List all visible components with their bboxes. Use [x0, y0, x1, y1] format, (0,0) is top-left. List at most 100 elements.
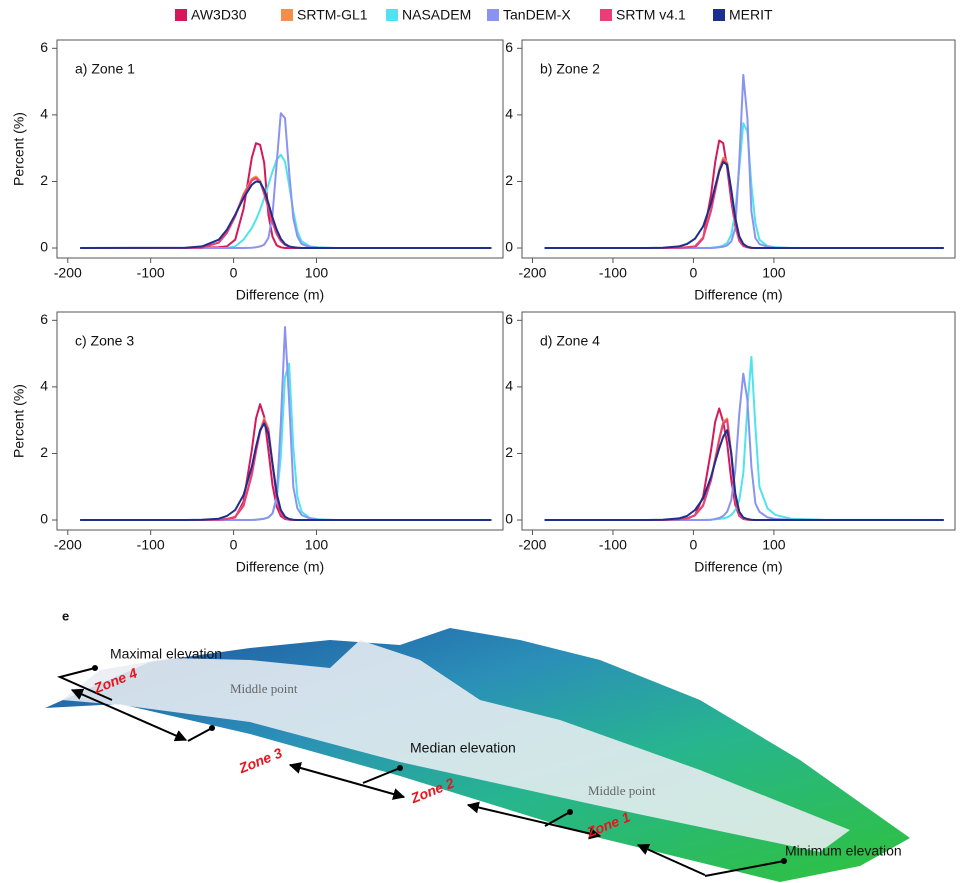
legend-swatch [281, 9, 293, 21]
annotation: Middle point [230, 681, 298, 696]
charts: AW3D30 SRTM-GL1 NASADEM TanDEM-X SRTM v4.1 ME… [11, 7, 956, 575]
zone-label: Zone 3 [236, 744, 285, 776]
x-tick-label: 100 [305, 537, 329, 553]
series-line [80, 180, 492, 249]
series-line [544, 158, 944, 249]
series-line [544, 156, 944, 249]
y-tick-label: 6 [505, 39, 513, 55]
annotation-dot [567, 809, 573, 815]
legend-label: AW3D30 [191, 7, 247, 23]
plot-frame [56, 39, 504, 259]
glacier-overlay [62, 640, 850, 852]
y-tick-label: 6 [40, 311, 48, 327]
panel-title: a) Zone 1 [75, 61, 135, 77]
panel-title: b) Zone 2 [540, 61, 600, 77]
series-line [544, 122, 944, 249]
x-tick-label: -100 [137, 265, 165, 281]
y-tick-label: 4 [40, 106, 48, 122]
x-tick-label: -100 [599, 265, 627, 281]
x-axis-title: Difference (m) [236, 559, 324, 575]
y-tick-label: 2 [505, 444, 513, 460]
annotation-line [187, 727, 213, 742]
plot-frame [56, 311, 504, 531]
x-tick-label: 100 [305, 265, 329, 281]
series-line [80, 403, 492, 521]
x-tick-label: -100 [599, 537, 627, 553]
legend-label: TanDEM-X [503, 7, 571, 23]
legend-label: SRTM v4.1 [616, 7, 686, 23]
x-tick-label: -100 [137, 537, 165, 553]
annotation: Minimum elevation [785, 843, 902, 859]
x-tick-label: 0 [230, 537, 238, 553]
series-line [80, 142, 492, 249]
annotation-dot [92, 665, 98, 671]
x-axis-title: Difference (m) [694, 559, 782, 575]
series-line [544, 139, 944, 249]
annotation-dot [781, 858, 787, 864]
annotation: Median elevation [410, 740, 516, 756]
annotation-line [704, 860, 785, 877]
annotation-line [362, 767, 401, 784]
x-tick-label: 0 [690, 537, 698, 553]
legend-label: SRTM-GL1 [297, 7, 368, 23]
series-line [544, 161, 944, 249]
series-line [544, 73, 944, 249]
y-tick-label: 4 [505, 378, 513, 394]
series-line [544, 429, 944, 521]
series-line [80, 326, 492, 521]
y-tick-label: 4 [505, 106, 513, 122]
series-line [80, 417, 492, 521]
x-axis-title: Difference (m) [694, 287, 782, 303]
series-line [80, 112, 492, 249]
annotation-arrow [466, 801, 602, 840]
panel-label: e [62, 608, 69, 623]
x-axis-title: Difference (m) [236, 287, 324, 303]
y-tick-label: 2 [505, 172, 513, 188]
y-tick-label: 6 [40, 39, 48, 55]
x-tick-label: -200 [518, 265, 546, 281]
series-line [80, 422, 492, 521]
legend-swatch [487, 9, 499, 21]
panel-title: d) Zone 4 [540, 333, 600, 349]
series-line [80, 177, 492, 249]
y-tick-label: 0 [40, 239, 48, 255]
legend-swatch [713, 9, 725, 21]
panel-title: c) Zone 3 [75, 333, 134, 349]
legend-swatch [386, 9, 398, 21]
terrain-panel: e Maximal elevation Zone 4 Middle point … [45, 608, 910, 882]
x-tick-label: -200 [54, 537, 82, 553]
x-tick-label: 100 [762, 537, 786, 553]
annotation-arrow [70, 688, 188, 742]
annotation: Maximal elevation [110, 646, 222, 662]
y-tick-label: 0 [505, 239, 513, 255]
annotation-dot [209, 725, 215, 731]
y-tick-label: 2 [40, 444, 48, 460]
legend-label: MERIT [729, 7, 773, 23]
series-line [80, 419, 492, 521]
y-tick-label: 0 [40, 511, 48, 527]
y-tick-label: 2 [40, 172, 48, 188]
annotation: Middle point [588, 783, 656, 798]
plot-frame [521, 39, 956, 259]
x-tick-label: -200 [518, 537, 546, 553]
plot-frame [521, 311, 956, 531]
annotation-arrow [636, 843, 706, 876]
legend-swatch [175, 9, 187, 21]
y-tick-label: 4 [40, 378, 48, 394]
series-line [544, 372, 944, 521]
y-tick-label: 6 [505, 311, 513, 327]
annotation-dot [397, 765, 403, 771]
y-axis-title: Percent (%) [11, 384, 27, 458]
legend-label: NASADEM [402, 7, 471, 23]
y-axis-title: Percent (%) [11, 112, 27, 186]
annotation-line [544, 811, 571, 827]
x-tick-label: -200 [54, 265, 82, 281]
x-tick-label: 0 [230, 265, 238, 281]
annotation-arrow [288, 762, 406, 800]
series-line [80, 362, 492, 521]
y-tick-label: 0 [505, 511, 513, 527]
x-tick-label: 0 [690, 265, 698, 281]
x-tick-label: 100 [762, 265, 786, 281]
legend-swatch [600, 9, 612, 21]
